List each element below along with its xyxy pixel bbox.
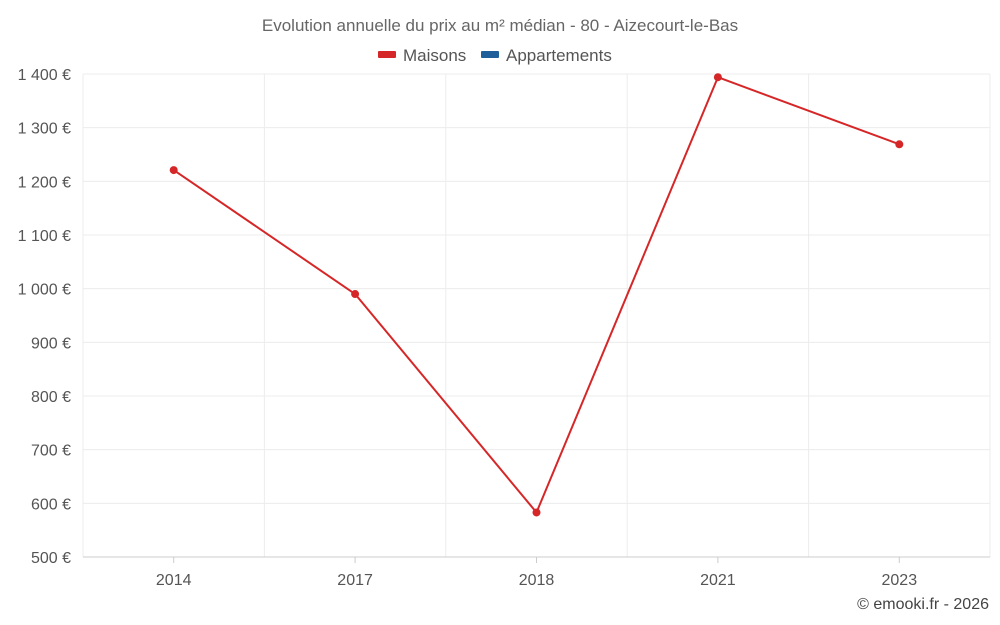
credit-text: © emooki.fr - 2026 [857, 596, 989, 613]
chart-title: Evolution annuelle du prix au m² médian … [262, 16, 738, 35]
y-tick-label: 1 300 € [18, 121, 71, 138]
legend-swatch-appartements [481, 51, 499, 58]
x-tick-label: 2014 [156, 572, 192, 589]
series-layer [169, 73, 904, 517]
y-tick-label: 1 400 € [18, 67, 71, 84]
data-point-maisons[interactable] [169, 166, 178, 175]
legend: Maisons Appartements [378, 46, 612, 65]
y-tick-label: 900 € [31, 335, 71, 352]
y-tick-label: 800 € [31, 389, 71, 406]
data-point-maisons[interactable] [351, 290, 360, 299]
y-tick-label: 1 000 € [18, 282, 71, 299]
grid [82, 73, 991, 557]
x-tick-label: 2018 [519, 572, 555, 589]
data-point-maisons[interactable] [713, 73, 722, 82]
y-tick-label: 600 € [31, 496, 71, 513]
y-tick-label: 700 € [31, 443, 71, 460]
axes: 500 € 600 € 700 € 800 € 900 € 1 000 € 1 100 € 1… [18, 67, 990, 589]
legend-item-appartements[interactable]: Appartements [481, 46, 612, 65]
legend-swatch-maisons [378, 51, 396, 58]
y-tick-label: 1 100 € [18, 228, 71, 245]
y-tick-label: 1 200 € [18, 174, 71, 191]
legend-label-maisons: Maisons [403, 46, 466, 65]
x-tick-label: 2017 [337, 572, 373, 589]
x-tick-label: 2021 [700, 572, 736, 589]
data-point-maisons[interactable] [895, 140, 904, 149]
legend-item-maisons[interactable]: Maisons [378, 46, 466, 65]
data-point-maisons[interactable] [532, 508, 541, 517]
y-tick-label: 500 € [31, 550, 71, 567]
series-line-maisons[interactable] [173, 76, 900, 514]
legend-label-appartements: Appartements [506, 46, 612, 65]
x-tick-label: 2023 [882, 572, 918, 589]
